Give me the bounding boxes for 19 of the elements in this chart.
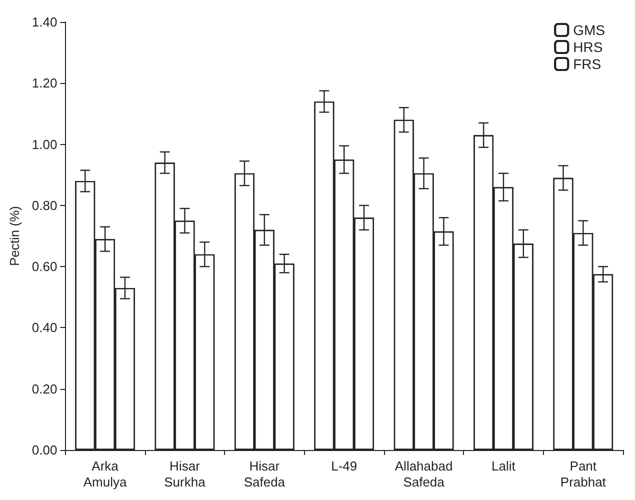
- y-tick-label: 0.40: [32, 320, 58, 336]
- y-tick-label: 1.40: [32, 14, 58, 30]
- legend-label: FRS: [573, 56, 602, 72]
- legend-label: HRS: [573, 39, 603, 55]
- y-tick-label: 0.60: [32, 259, 58, 274]
- x-tick-label: Lalit: [492, 458, 516, 474]
- x-tick-label: L-49: [331, 458, 358, 474]
- y-tick-label: 0.20: [32, 381, 58, 396]
- x-tick-label: Hisar Surkha: [164, 458, 206, 490]
- legend-label: GMS: [573, 22, 605, 38]
- y-tick-label: 1.00: [32, 136, 58, 152]
- y-tick-label: 1.20: [32, 76, 58, 91]
- y-axis-title: Pectin (%): [7, 206, 22, 266]
- y-tick-label: 0.00: [32, 442, 58, 458]
- x-tick-label: Pant Prabhat: [560, 458, 606, 490]
- y-tick-label: 0.80: [32, 198, 58, 213]
- x-tick-label: Arka Amulya: [83, 458, 128, 490]
- x-tick-label: Hisar Safeda: [244, 458, 286, 490]
- x-tick-label: Allahabad Safeda: [394, 458, 453, 490]
